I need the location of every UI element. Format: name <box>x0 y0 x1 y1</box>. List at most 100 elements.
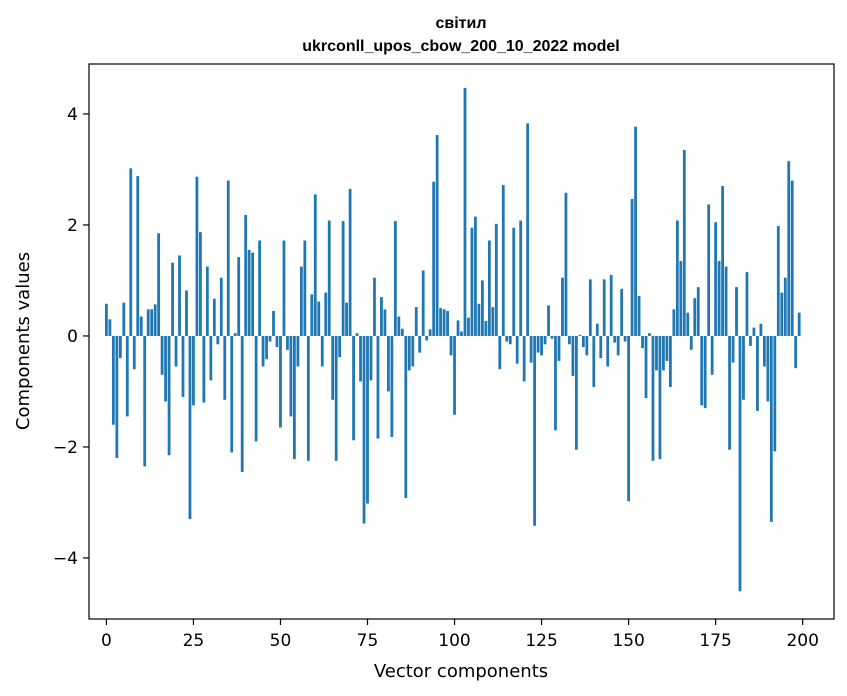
bar <box>289 335 293 417</box>
bar <box>662 335 665 371</box>
bar <box>568 335 571 345</box>
bar <box>435 135 439 336</box>
bar <box>178 255 181 336</box>
bar <box>554 335 557 431</box>
bar <box>588 279 592 336</box>
bar <box>432 181 436 336</box>
bar <box>724 266 728 336</box>
bar <box>296 335 300 367</box>
x-axis-label: Vector components <box>374 661 548 682</box>
bar <box>703 335 707 409</box>
x-tick-label: 25 <box>183 631 205 651</box>
bar <box>226 180 230 336</box>
bar <box>637 295 641 336</box>
bar <box>710 335 714 375</box>
bar <box>265 335 268 360</box>
bars-group <box>105 87 801 592</box>
bar <box>233 333 237 336</box>
x-tick-label: 100 <box>438 631 470 651</box>
bar <box>237 257 241 336</box>
bar <box>251 252 255 336</box>
bar <box>216 335 220 345</box>
bar <box>373 277 376 336</box>
bar <box>324 292 328 336</box>
bar <box>717 261 721 336</box>
bar <box>275 335 279 348</box>
bar <box>299 266 303 336</box>
bar <box>592 335 596 388</box>
bar <box>338 335 342 358</box>
bar <box>254 335 258 442</box>
bar <box>529 335 533 363</box>
bar <box>272 310 275 336</box>
y-tick-label: −2 <box>53 438 78 458</box>
bar <box>491 307 495 336</box>
bar <box>735 287 738 336</box>
bar <box>602 279 606 336</box>
bar <box>794 335 798 369</box>
bar <box>212 298 216 336</box>
bar <box>327 220 331 336</box>
bar <box>136 176 140 336</box>
bar <box>240 335 244 472</box>
bar <box>122 302 126 336</box>
bar <box>790 180 794 336</box>
bar <box>341 221 345 336</box>
bar <box>627 335 630 502</box>
bar <box>682 150 686 336</box>
bar <box>223 335 227 400</box>
bar <box>595 323 599 336</box>
bar <box>195 176 199 336</box>
bar <box>574 335 578 450</box>
bar <box>533 335 536 526</box>
bar <box>362 335 366 524</box>
bar <box>111 335 115 425</box>
bar <box>515 335 519 364</box>
bar <box>581 335 585 348</box>
bar <box>721 186 724 336</box>
bar <box>693 298 697 336</box>
bar <box>376 335 380 439</box>
bar <box>738 335 742 592</box>
bar <box>108 319 112 336</box>
bar <box>623 335 627 342</box>
bar <box>578 334 582 336</box>
bar <box>261 335 265 367</box>
bar <box>675 220 679 336</box>
bar <box>157 233 161 336</box>
bar <box>268 335 272 342</box>
bar <box>714 222 718 336</box>
bar <box>393 221 397 336</box>
bar <box>571 335 575 376</box>
bar <box>557 335 561 361</box>
bar <box>453 335 456 415</box>
bar <box>425 335 429 341</box>
bar <box>164 335 167 402</box>
bar <box>407 335 411 371</box>
bar <box>505 335 509 342</box>
x-tick-label: 125 <box>525 631 557 651</box>
bar <box>355 333 359 336</box>
bar <box>536 335 540 353</box>
x-tick-label: 50 <box>270 631 292 651</box>
bar <box>446 310 449 336</box>
bar <box>366 335 369 504</box>
bar <box>171 262 174 336</box>
bar <box>766 335 770 402</box>
bar <box>303 240 307 336</box>
bar <box>188 335 192 520</box>
bar <box>696 287 700 336</box>
bar <box>613 335 617 343</box>
bar <box>460 331 463 336</box>
bar <box>390 335 394 437</box>
bar <box>508 335 512 345</box>
bar <box>648 333 651 336</box>
bar <box>728 335 731 450</box>
bar <box>477 303 481 336</box>
bar <box>481 280 484 336</box>
chart-subtitle: ukrconll_upos_cbow_200_10_2022 model <box>302 38 619 55</box>
bar <box>331 335 335 400</box>
bar <box>439 308 443 336</box>
bar <box>219 277 223 336</box>
